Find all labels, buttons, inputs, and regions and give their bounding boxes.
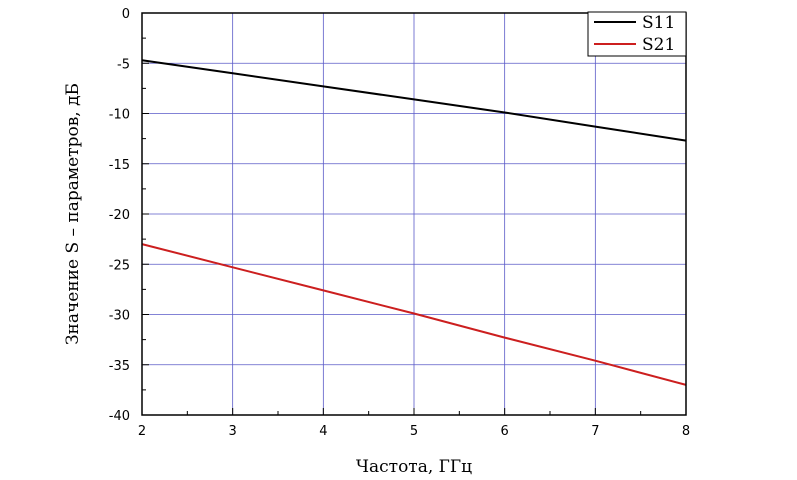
y-axis-title: Значение S – параметров, дБ bbox=[63, 83, 83, 345]
y-tick-label: -20 bbox=[109, 208, 130, 223]
tick-labels: 2 3 4 5 6 7 8 0 -5 -10 -15 -20 -25 -30 -35 -40 bbox=[109, 7, 690, 439]
y-tick-label: -30 bbox=[109, 309, 130, 324]
ticks bbox=[141, 12, 687, 416]
legend: S11 S21 bbox=[587, 11, 687, 57]
y-tick-label: -40 bbox=[109, 409, 130, 424]
series-layer bbox=[141, 59, 687, 386]
x-axis-title: Частота, ГГц bbox=[356, 457, 472, 477]
y-tick-label: -5 bbox=[117, 57, 130, 72]
series-line-s21 bbox=[141, 243, 687, 386]
legend-label-s21: S21 bbox=[642, 35, 675, 55]
x-tick-label: 8 bbox=[682, 424, 690, 439]
grid bbox=[142, 13, 686, 415]
x-tick-label: 3 bbox=[229, 424, 237, 439]
x-tick-label: 7 bbox=[591, 424, 599, 439]
y-tick-label: -35 bbox=[109, 359, 130, 374]
x-tick-label: 5 bbox=[410, 424, 418, 439]
y-tick-label: -15 bbox=[109, 158, 130, 173]
y-tick-label: -25 bbox=[109, 258, 130, 273]
legend-box bbox=[587, 11, 687, 57]
y-tick-label: -10 bbox=[109, 108, 130, 123]
x-tick-label: 2 bbox=[138, 424, 146, 439]
series-line-s11 bbox=[141, 59, 687, 142]
legend-label-s11: S11 bbox=[642, 13, 675, 33]
x-tick-label: 4 bbox=[319, 424, 327, 439]
y-tick-label: 0 bbox=[122, 7, 130, 22]
x-tick-label: 6 bbox=[501, 424, 509, 439]
